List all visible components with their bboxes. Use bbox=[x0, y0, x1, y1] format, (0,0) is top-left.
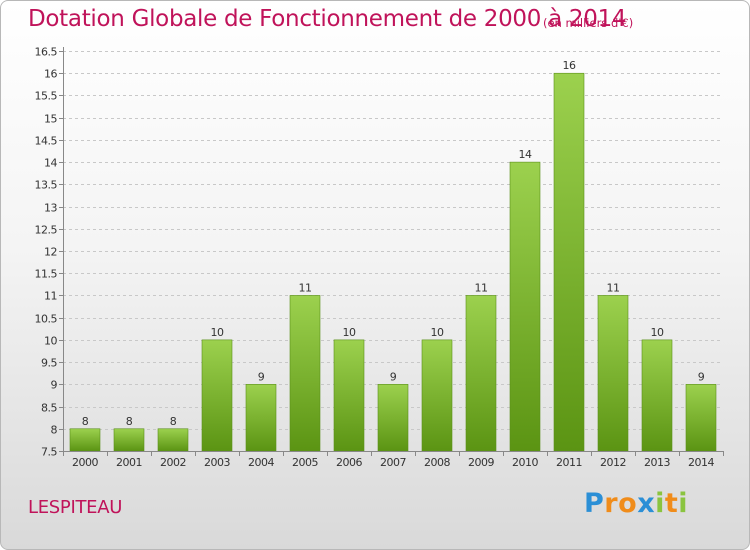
y-tick-label: 13.5 bbox=[35, 179, 58, 192]
logo-letter: x bbox=[637, 488, 656, 519]
bar-2007 bbox=[377, 384, 409, 452]
bar-2003 bbox=[201, 339, 233, 452]
bar-2010 bbox=[509, 161, 541, 452]
logo-letter: i bbox=[655, 488, 665, 519]
y-tick-label: 14 bbox=[44, 157, 57, 170]
bar-2006 bbox=[333, 339, 365, 452]
data-label-2012: 11 bbox=[607, 281, 620, 294]
bar-2000 bbox=[69, 428, 101, 452]
bars: 8 8 8 10 9 11 10 9 10 11 14 16 11 10 9 bbox=[69, 59, 717, 452]
bar-2013 bbox=[641, 339, 673, 452]
data-label-2005: 11 bbox=[299, 281, 312, 294]
data-label-2013: 10 bbox=[651, 326, 664, 339]
data-label-2002: 8 bbox=[170, 415, 177, 428]
chart-title: Dotation Globale de Fonctionnement de 20… bbox=[28, 6, 627, 32]
logo-letter: r bbox=[604, 488, 619, 519]
x-tick-label: 2013 bbox=[644, 456, 670, 469]
logo-letter: o bbox=[618, 488, 638, 519]
y-tick-label: 15 bbox=[44, 113, 57, 126]
y-tick-label: 10.5 bbox=[35, 313, 58, 326]
y-tick-label: 9.5 bbox=[41, 357, 57, 370]
logo-letter: t bbox=[664, 488, 679, 519]
x-tick-label: 2007 bbox=[380, 456, 406, 469]
bar-2001 bbox=[113, 428, 145, 452]
logo-letter: i bbox=[678, 488, 689, 519]
proxiti-logo: Proxiti bbox=[584, 488, 688, 519]
bar-2014 bbox=[685, 384, 717, 452]
y-tick-label: 13 bbox=[44, 202, 57, 215]
data-label-2011: 16 bbox=[563, 59, 576, 72]
data-label-2001: 8 bbox=[126, 415, 133, 428]
y-tick-label: 11.5 bbox=[35, 268, 58, 281]
x-tick-label: 2004 bbox=[248, 456, 274, 469]
x-tick-label: 2006 bbox=[336, 456, 362, 469]
data-label-2004: 9 bbox=[258, 370, 265, 383]
y-tick-label: 8 bbox=[51, 424, 58, 437]
y-tick-label: 16.5 bbox=[35, 46, 58, 59]
bar-2005 bbox=[289, 295, 321, 452]
y-tick-label: 12 bbox=[44, 246, 57, 259]
y-tick-label: 7.5 bbox=[41, 446, 57, 459]
bar-2012 bbox=[597, 295, 629, 452]
x-tick-label: 2009 bbox=[468, 456, 494, 469]
logo-letter: P bbox=[584, 488, 605, 519]
bar-2009 bbox=[465, 295, 497, 452]
place-name: LESPITEAU bbox=[28, 497, 123, 518]
y-tick-label: 10 bbox=[44, 335, 57, 348]
y-tick-label: 16 bbox=[44, 68, 57, 81]
x-tick-label: 2001 bbox=[116, 456, 142, 469]
bar-2004 bbox=[245, 384, 277, 452]
y-tick-label: 8.5 bbox=[41, 402, 57, 415]
y-tick-label: 14.5 bbox=[35, 135, 58, 148]
chart-subtitle: (en milliers d'€) bbox=[543, 16, 634, 30]
y-tick-label: 15.5 bbox=[35, 90, 58, 103]
y-tick-label: 11 bbox=[44, 290, 57, 303]
x-tick-label: 2003 bbox=[204, 456, 230, 469]
x-tick-label: 2014 bbox=[688, 456, 714, 469]
x-tick-label: 2002 bbox=[160, 456, 186, 469]
data-label-2007: 9 bbox=[390, 370, 397, 383]
x-tick-label: 2011 bbox=[556, 456, 582, 469]
data-label-2014: 9 bbox=[698, 370, 705, 383]
y-tick-label: 9 bbox=[51, 379, 58, 392]
bar-2002 bbox=[157, 428, 189, 452]
x-tick-label: 2005 bbox=[292, 456, 318, 469]
x-tick-label: 2008 bbox=[424, 456, 450, 469]
axes: 7.5 8 8.5 9 9.5 10 10.5 11 11.5 12 12.5 13 13.5 14 14.… bbox=[35, 46, 724, 469]
x-tick-label: 2012 bbox=[600, 456, 626, 469]
bar-2008 bbox=[421, 339, 453, 452]
data-label-2006: 10 bbox=[343, 326, 356, 339]
y-tick-label: 12.5 bbox=[35, 224, 58, 237]
x-tick-label: 2000 bbox=[72, 456, 98, 469]
data-label-2003: 10 bbox=[211, 326, 224, 339]
data-label-2009: 11 bbox=[475, 281, 488, 294]
x-tick-label: 2010 bbox=[512, 456, 538, 469]
data-label-2008: 10 bbox=[431, 326, 444, 339]
data-label-2010: 14 bbox=[519, 148, 532, 161]
bar-2011 bbox=[553, 72, 585, 452]
data-label-2000: 8 bbox=[82, 415, 89, 428]
